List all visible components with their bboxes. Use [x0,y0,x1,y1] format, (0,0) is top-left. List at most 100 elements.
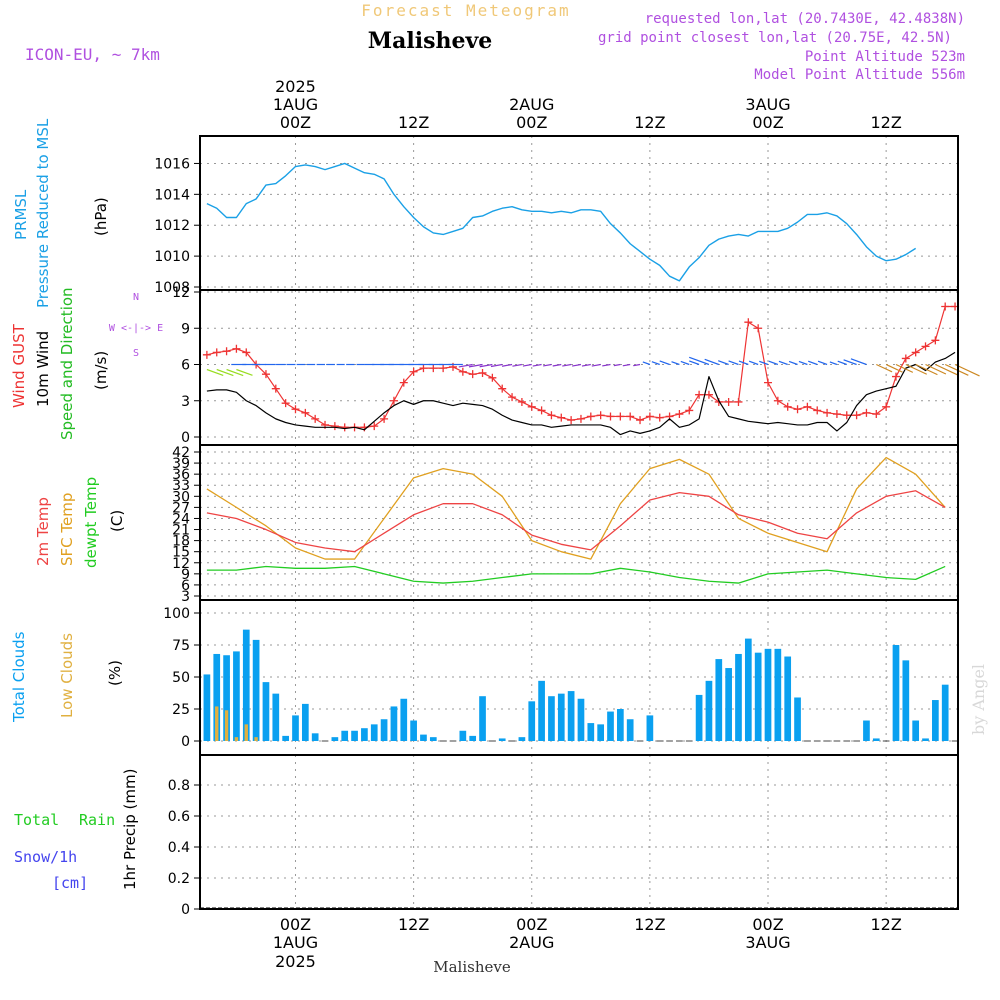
wind10m-label: 10m Wind [34,331,52,407]
y-tick-label: 30 [172,489,190,505]
total-cloud-bar [941,684,949,741]
gust-marker [921,342,930,351]
total-cloud-bar [557,693,565,741]
gust-marker [478,368,487,377]
gust-marker [764,378,773,387]
y-tick-label: 0 [181,902,190,918]
gust-marker [399,378,408,387]
gust-marker [645,412,654,421]
y-tick-label: 50 [172,670,190,686]
gust-marker [508,393,517,402]
total-cloud-bar [695,694,703,741]
dewpoint-line [206,565,946,584]
gust-marker [724,397,733,406]
low-cloud-bar [244,724,248,741]
bottom-hour-label: 00Z [752,915,783,934]
wind-arrow [778,360,788,366]
cloud-labels: Total Clouds Low Clouds (%) [10,631,124,723]
precip-labels: Total Rain Snow/1h [cm] 1hr Precip (mm) [14,769,139,892]
total-cloud-bar [351,730,358,741]
total-cloud-bar [872,738,880,741]
low-cloud-bar [215,706,219,741]
total-cloud-bar [380,719,388,741]
gust-marker [567,416,576,425]
total-cloud-bar [577,698,585,741]
y-tick-label: 1014 [154,187,190,203]
gust-marker [380,414,389,423]
total-cloud-bar [459,730,467,741]
gust-marker [891,372,900,381]
total-cloud-bar [567,691,575,741]
y-tick-label: 1010 [154,249,190,265]
compass-s: S [133,348,139,359]
gust-marker [842,411,851,420]
y-tick-label: 1016 [154,156,190,172]
wind-arrow [622,363,631,367]
bottom-hour-label: 00Z [280,915,311,934]
y-tick-label: 33 [172,478,190,494]
gust-marker [872,410,881,419]
y-tick-label: 0 [181,734,190,750]
total-cloud-bar [518,737,526,741]
gust-marker [212,348,221,357]
total-cloud-bar [587,723,595,741]
bottom-hour-label: 00Z [516,915,547,934]
gust-marker [773,396,782,405]
model-name: ICON-EU, ~ 7km [25,45,160,64]
cloud-bars [203,629,959,742]
wind-series [202,302,980,436]
y-tick-label: 39 [172,456,190,472]
sfc-label: SFC Temp [58,493,76,566]
y-tick-label: 9 [181,567,190,583]
wind-arrow [885,363,903,373]
panel-frame-pressure [199,135,959,291]
gust-marker [704,390,713,399]
wind-arrow [738,360,749,366]
wind-arrow [788,360,798,366]
top-hour-label: 12Z [398,113,429,132]
gust-marker [261,370,270,379]
panel-frames [199,135,959,910]
top-hour-label: 00Z [280,113,311,132]
wind-arrow [925,363,947,375]
wind-unit: (m/s) [92,351,110,390]
gust-marker [458,367,467,376]
wind-arrow [798,360,808,366]
gust-marker [606,412,615,421]
y-tick-label: 1008 [154,280,190,296]
wind-arrow [602,363,611,367]
low-cloud-bar [254,737,258,741]
wind-arrow [501,363,513,367]
gust-marker [232,344,241,353]
y-tick-label: 12 [172,285,190,301]
top-year-label: 2025 [275,77,316,96]
wind-arrow [206,368,224,377]
wind-dir-label: Speed and Direction [58,287,76,440]
temp-labels: 2m Temp SFC Temp dewpt Temp (C) [34,477,126,568]
wind-labels: Wind GUST 10m Wind Speed and Direction (… [10,287,163,440]
total-label: Total [14,811,59,829]
wind-arrow [759,360,769,366]
wind-arrow [659,360,670,366]
y-tick-label: 9 [181,321,190,337]
pressure-label: Pressure Reduced to MSL [34,118,52,308]
wind-arrow [817,360,828,366]
wind-line [206,351,956,436]
y-tick-label: 18 [172,534,190,550]
sfc-temp-line [206,456,946,560]
y-tick-label: 15 [172,545,190,561]
total-cloud-bar [262,682,270,741]
total-cloud-bar [597,724,605,741]
total-cloud-bar [242,629,250,741]
pressure-labels: PRMSL Pressure Reduced to MSL (hPa) [12,118,110,308]
top-date-label: 3AUG [745,95,790,114]
wind-arrow [717,360,729,366]
top-date-label: 2AUG [509,95,554,114]
total-cloud-bar [892,645,900,741]
y-tick-label: 21 [172,523,190,539]
total-cloud-bar [725,668,732,741]
gust-marker [439,364,448,373]
gust-marker [419,364,428,373]
